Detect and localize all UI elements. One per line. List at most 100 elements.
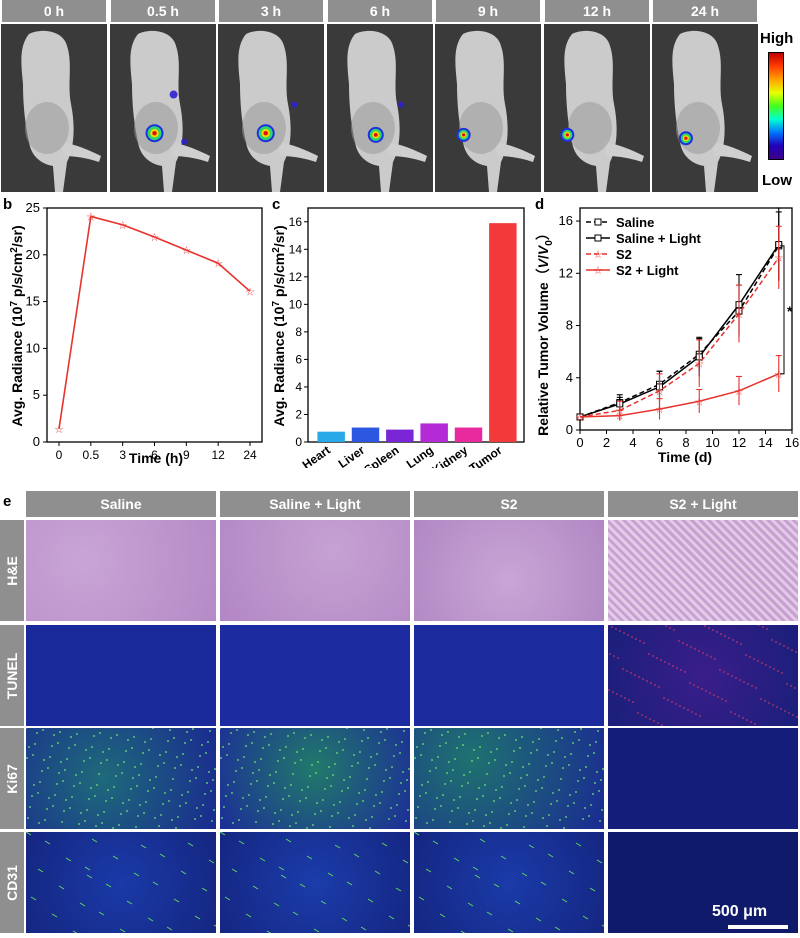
tissue-image — [414, 832, 604, 933]
data-point: ☆ — [734, 386, 744, 398]
colorbar-high-label: High — [760, 30, 794, 47]
legend-label: Saline + Light — [616, 231, 702, 246]
row-label-text: CD31 — [4, 864, 20, 901]
time-label: 24 h — [653, 0, 757, 22]
svg-text:☆: ☆ — [593, 249, 603, 261]
mouse-image — [327, 24, 433, 192]
panel-e-letter: e — [3, 493, 12, 510]
chart-d-svg: Relative Tumor Volume（V/V0） 0 4 8 12 16 0 2 4 6 8… — [535, 207, 799, 465]
y-tick-label: 8 — [566, 318, 573, 333]
y-tick-label: 14 — [289, 242, 303, 256]
bar — [454, 427, 483, 442]
x-tick-label: 6 — [656, 435, 663, 450]
mouse-image — [544, 24, 650, 192]
time-label: 6 h — [328, 0, 432, 22]
chart-c-svg: Avg. Radiance (107 p/s/cm2/sr) 0 2 4 6 8 10 12… — [271, 207, 525, 468]
legend-label: Saline — [616, 215, 654, 230]
time-label: 12 h — [545, 0, 649, 22]
mouse-image — [218, 24, 324, 192]
x-tick-label: Heart — [300, 443, 333, 468]
x-tick-label: 3 — [119, 448, 126, 462]
time-label: 9 h — [436, 0, 540, 22]
column-label: S2 — [414, 491, 604, 517]
data-point: ☆ — [694, 396, 704, 408]
chart-c-frame — [307, 207, 525, 443]
x-tick-label: Kidney — [429, 443, 470, 468]
fluorescence-signal — [565, 133, 569, 137]
row-label: CD31 — [0, 832, 24, 933]
scale-bar — [728, 925, 788, 929]
data-point: ☆ — [615, 411, 625, 423]
fluorescence-signal — [291, 101, 298, 108]
row-label: TUNEL — [0, 625, 24, 726]
x-tick-label: 16 — [785, 435, 799, 450]
data-point: ☆ — [181, 245, 191, 257]
y-tick-label: 6 — [295, 352, 302, 366]
tissue-image — [26, 625, 216, 726]
y-tick-label: 15 — [26, 294, 40, 309]
x-tick-label: 0 — [576, 435, 583, 450]
tissue-image — [26, 728, 216, 829]
chart-d-ylabel: Relative Tumor Volume（V/V0） — [535, 226, 555, 436]
panel-c-letter: c — [272, 196, 281, 213]
x-tick-label: 12 — [211, 448, 225, 462]
tissue-image — [220, 832, 410, 933]
x-tick-label: 9 — [183, 448, 190, 462]
data-point: ☆ — [86, 211, 96, 223]
time-label: 0 h — [2, 0, 106, 22]
series-line — [579, 257, 780, 418]
y-tick-label: 0 — [566, 422, 573, 437]
data-point: ☆ — [575, 412, 585, 424]
y-tick-label: 16 — [289, 215, 303, 229]
column-label: Saline + Light — [220, 491, 410, 517]
row-label-text: H&E — [4, 555, 20, 586]
y-tick-label: 8 — [295, 325, 302, 339]
data-point: ☆ — [734, 309, 744, 321]
x-tick-label: 2 — [603, 435, 610, 450]
mouse-image — [1, 24, 107, 192]
series-line — [579, 373, 780, 418]
bar — [351, 427, 380, 442]
column-label: S2 + Light — [608, 491, 798, 517]
significance-mark: * — [787, 303, 793, 319]
chart-d-xlabel: Time (d) — [658, 449, 712, 465]
bar — [317, 431, 345, 442]
panel-d-letter: d — [535, 196, 545, 213]
data-point: ☆ — [655, 404, 665, 416]
bar — [420, 423, 448, 442]
y-tick-label: 25 — [26, 200, 40, 215]
tissue-image — [608, 520, 798, 621]
fluorescence-signal — [462, 133, 466, 137]
y-tick-label: 0 — [33, 434, 40, 449]
tissue-image — [220, 728, 410, 829]
x-tick-label: 10 — [705, 435, 719, 450]
chart-c-ylabel: Avg. Radiance (107 p/s/cm2/sr) — [271, 225, 287, 426]
y-tick-label: 4 — [566, 370, 573, 385]
data-point: ☆ — [575, 412, 585, 424]
y-tick-label: 10 — [26, 340, 40, 355]
fluorescence-signal — [263, 130, 268, 136]
column-label: Saline — [26, 491, 216, 517]
row-label-text: TUNEL — [4, 652, 20, 699]
y-tick-label: 0 — [295, 435, 302, 449]
fluorescence-signal — [152, 130, 157, 136]
data-point: ☆ — [774, 369, 784, 381]
fluorescence-signal — [398, 101, 405, 108]
x-tick-label: 4 — [629, 435, 636, 450]
tissue-image — [414, 728, 604, 829]
bar — [386, 429, 414, 442]
x-tick-label: Tumor — [467, 443, 505, 468]
y-tick-label: 4 — [295, 380, 302, 394]
mouse-image — [110, 24, 216, 192]
fluorescence-signal — [684, 136, 688, 140]
chart-b-ylabel: Avg. Radiance (107 p/s/cm2/sr) — [9, 225, 25, 426]
y-tick-label: 5 — [33, 387, 40, 402]
colorbar-low-label: Low — [762, 172, 792, 189]
tissue-image — [608, 728, 798, 829]
y-tick-label: 2 — [295, 407, 302, 421]
fluorescence-signal — [169, 90, 178, 99]
x-tick-label: 24 — [243, 448, 257, 462]
y-tick-label: 10 — [289, 297, 303, 311]
series-line — [579, 244, 780, 418]
x-tick-label: Spleen — [361, 443, 401, 468]
